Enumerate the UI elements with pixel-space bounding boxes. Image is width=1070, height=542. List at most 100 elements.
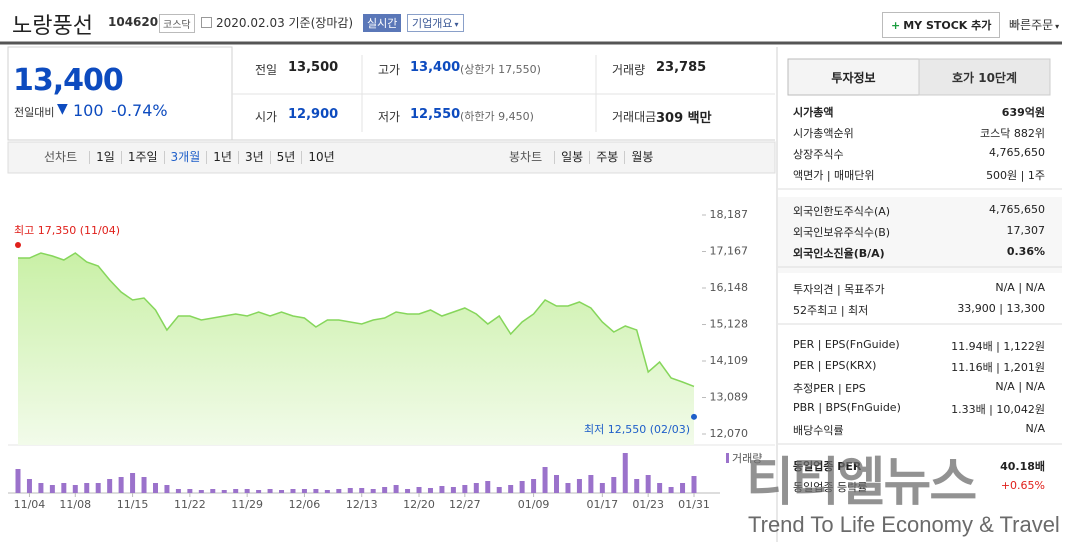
volume-bar bbox=[210, 489, 216, 493]
info-tab[interactable]: 투자정보 bbox=[831, 71, 876, 85]
summary-label: 거래대금 bbox=[612, 110, 657, 124]
volume-bar bbox=[72, 485, 78, 493]
dropdown-arrow[interactable]: ▾ bbox=[454, 20, 459, 29]
volume-bar bbox=[427, 488, 433, 493]
volume-bar bbox=[382, 487, 388, 493]
period-tab[interactable]: 일봉 bbox=[554, 151, 589, 164]
info-label: PER | EPS(FnGuide) bbox=[793, 338, 900, 351]
info-label: 동일업종 등락률 bbox=[793, 481, 868, 494]
change-rate: -0.74% bbox=[111, 101, 168, 120]
watermark-logo: 티티엘뉴스 bbox=[746, 453, 977, 513]
volume-bar bbox=[324, 490, 330, 493]
quick-order-label[interactable]: 빠른주문 bbox=[1009, 18, 1054, 32]
info-value: 0.36% bbox=[1006, 245, 1045, 258]
volume-bar bbox=[187, 489, 193, 493]
my-stock-label[interactable]: MY STOCK 추가 bbox=[903, 19, 992, 32]
info-value: +0.65% bbox=[1000, 479, 1045, 492]
x-tick-label: 11/22 bbox=[174, 498, 206, 511]
period-tab[interactable]: 10년 bbox=[301, 151, 340, 164]
info-label: 외국인한도주식수(A) bbox=[793, 205, 891, 218]
info-label: 액면가 | 매매단위 bbox=[793, 169, 875, 182]
info-label: 투자의견 | 목표주가 bbox=[793, 283, 885, 296]
volume-bar bbox=[95, 483, 101, 493]
info-value: 코스닥 882위 bbox=[980, 127, 1045, 140]
info-value: 33,900 | 13,300 bbox=[957, 302, 1045, 315]
period-tab[interactable]: 1일 bbox=[89, 151, 121, 164]
line-chart-tabs: 선차트 1일 1주일 3개월 1년 3년 5년 10년 bbox=[38, 151, 341, 164]
x-tick-label: 12/06 bbox=[289, 498, 321, 511]
realtime-badge: 실시간 bbox=[363, 14, 402, 32]
period-tab[interactable]: 3개월 bbox=[163, 151, 207, 164]
current-price: 13,400 bbox=[13, 63, 124, 98]
company-info-label[interactable]: 기업개요 bbox=[412, 17, 453, 30]
x-tick-label: 01/17 bbox=[586, 498, 618, 511]
price-line bbox=[18, 252, 695, 388]
volume-bar bbox=[634, 479, 640, 493]
volume-bar bbox=[336, 489, 342, 493]
info-value: 639억원 bbox=[1001, 106, 1045, 119]
info-label: 52주최고 | 최저 bbox=[793, 304, 869, 317]
x-tick-label: 01/09 bbox=[518, 498, 550, 511]
plus-icon[interactable]: + bbox=[891, 19, 901, 32]
info-value: 4,765,650 bbox=[989, 203, 1045, 216]
volume-bar bbox=[198, 490, 204, 493]
volume-bar bbox=[38, 483, 44, 493]
period-bar bbox=[7, 141, 776, 174]
info-tab[interactable]: 호가 10단계 bbox=[951, 71, 1018, 85]
company-info-button[interactable]: 기업개요 ▾ bbox=[407, 14, 464, 32]
info-label: 추정PER | EPS bbox=[793, 382, 866, 395]
high-label: 최고 17,350 (11/04) bbox=[14, 224, 120, 237]
summary-value: 23,785 bbox=[656, 60, 707, 75]
info-value: N/A bbox=[1025, 422, 1045, 435]
info-label: 시가총액 bbox=[793, 106, 834, 119]
y-tick-label: 12,070 bbox=[710, 427, 749, 440]
period-tab[interactable]: 3년 bbox=[237, 151, 270, 164]
info-label: 외국인보유주식수(B) bbox=[793, 226, 891, 239]
volume-bar bbox=[645, 475, 651, 493]
volume-bar bbox=[370, 489, 376, 493]
volume-bar bbox=[118, 477, 124, 493]
quick-order-button[interactable]: 빠른주문 ▾ bbox=[1009, 16, 1059, 33]
volume-bar bbox=[450, 487, 456, 493]
volume-bar bbox=[347, 488, 353, 493]
volume-bar bbox=[84, 483, 90, 493]
volume-bar bbox=[267, 489, 273, 493]
info-label: 동일업종 PER bbox=[793, 460, 862, 473]
panel-shade bbox=[778, 197, 1062, 273]
period-tab[interactable]: 1년 bbox=[206, 151, 238, 164]
info-label: PBR | BPS(FnGuide) bbox=[793, 401, 901, 414]
x-tick-label: 11/29 bbox=[231, 498, 263, 511]
volume-bar bbox=[393, 485, 399, 493]
volume-bar bbox=[576, 479, 582, 493]
y-tick-label: 17,167 bbox=[710, 245, 749, 258]
volume-bar bbox=[233, 489, 239, 493]
period-tab[interactable]: 1주일 bbox=[120, 151, 164, 164]
info-label: 배당수익률 bbox=[793, 424, 844, 437]
my-stock-button[interactable]: + MY STOCK 추가 bbox=[882, 12, 1001, 38]
summary-sub: (상한가 17,550) bbox=[460, 63, 541, 76]
price-area bbox=[18, 253, 694, 445]
info-value: 40.18배 bbox=[1000, 460, 1045, 473]
summary-label: 전일 bbox=[255, 63, 278, 77]
x-tick-label: 12/13 bbox=[346, 498, 378, 511]
y-tick-label: 18,187 bbox=[710, 208, 749, 221]
period-tab[interactable]: 5년 bbox=[269, 151, 302, 164]
info-label: 시가총액순위 bbox=[793, 127, 854, 140]
calendar-icon bbox=[201, 17, 212, 28]
tab-bg bbox=[787, 58, 920, 96]
volume-legend-swatch bbox=[726, 453, 729, 463]
tab-bg bbox=[918, 58, 1051, 96]
period-tab[interactable]: 월봉 bbox=[624, 151, 659, 164]
period-tab[interactable]: 주봉 bbox=[589, 151, 624, 164]
volume-bar bbox=[462, 485, 468, 493]
volume-bar bbox=[164, 485, 170, 493]
dropdown-arrow[interactable]: ▾ bbox=[1055, 22, 1060, 31]
volume-bar bbox=[244, 489, 250, 493]
volume-bar bbox=[175, 489, 181, 493]
volume-bar bbox=[554, 475, 560, 493]
high-marker bbox=[15, 241, 21, 248]
volume-bar bbox=[301, 489, 307, 493]
summary-label: 고가 bbox=[378, 63, 401, 77]
summary-label: 거래량 bbox=[612, 63, 646, 77]
